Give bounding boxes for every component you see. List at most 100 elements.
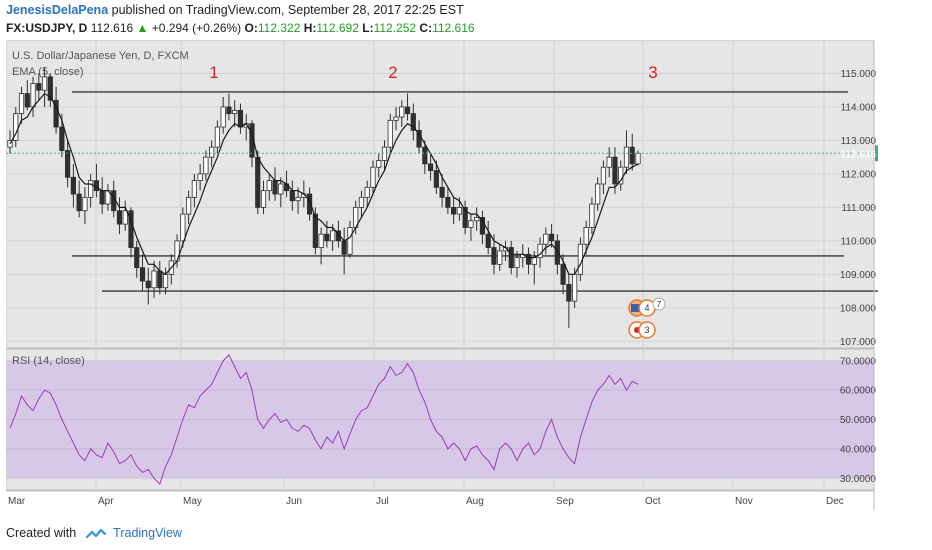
candle (566, 274, 572, 328)
candle-down (410, 113, 416, 131)
author-link[interactable]: JenesisDelaPena (6, 3, 109, 17)
candle-up (191, 180, 197, 198)
candle-up (186, 196, 192, 215)
candle (439, 173, 445, 208)
candle-down (255, 156, 261, 208)
open-label: O: (244, 21, 258, 35)
candle (589, 197, 595, 235)
candle (197, 163, 203, 191)
candle (151, 260, 157, 298)
rsi-tick-label: 70.0000 (840, 356, 877, 367)
candle (278, 177, 284, 208)
candle-up (260, 190, 267, 208)
price-tick-label: 110.000 (841, 236, 877, 247)
time-tick-label: Jun (286, 496, 302, 507)
candle (330, 224, 336, 251)
candle-up (572, 273, 578, 302)
candle-up (209, 146, 215, 158)
candle (410, 103, 416, 141)
candle-up (376, 160, 382, 168)
wave-label-3: 3 (648, 63, 657, 82)
price-tick-label: 111.000 (841, 203, 876, 214)
candle-down (548, 233, 555, 242)
candle (422, 140, 428, 174)
candle (393, 106, 399, 131)
candle-up (514, 257, 520, 269)
candle-down (404, 106, 411, 115)
candle-up (18, 93, 25, 115)
candle-down (312, 213, 318, 248)
candle (427, 153, 434, 181)
horizontal-levels[interactable] (72, 91, 878, 292)
candle-down (76, 193, 82, 212)
candle-down (93, 180, 100, 192)
low-label: L: (362, 21, 374, 35)
candle-down (485, 233, 491, 248)
candle-down (226, 106, 232, 115)
candle-down (324, 233, 330, 242)
candle-up (88, 180, 94, 198)
event-icons[interactable]: 4 7 3 (628, 297, 666, 339)
event-count-bubble[interactable] (638, 321, 656, 339)
candles (7, 66, 641, 328)
candle (226, 93, 232, 121)
candle-up (595, 183, 601, 205)
candle (347, 220, 353, 258)
candle-up (623, 146, 630, 168)
candle-down (462, 206, 468, 228)
time-tick-label: Sep (556, 496, 574, 507)
price-tick-label: 107.000 (840, 337, 877, 348)
event-count-label: 4 (644, 303, 649, 313)
change-value: +0.294 (+0.26%) (151, 21, 242, 35)
candle-up (606, 156, 612, 168)
candle-down (47, 76, 53, 101)
time-tick-label: Jul (376, 496, 389, 507)
time-tick-label: Dec (826, 496, 844, 507)
created-with-text: Created with (6, 526, 77, 540)
time-tick-label: Mar (8, 496, 26, 507)
candle (76, 180, 82, 218)
low-value: 112.252 (373, 21, 417, 35)
event-count-bubble[interactable] (652, 297, 666, 311)
candle-down (145, 280, 151, 289)
candle (451, 197, 457, 225)
price-panel-title: U.S. Dollar/Japanese Yen, D, FXCM (12, 50, 189, 62)
chart-area[interactable]: 115.000 114.000 113.000 112.000 111.000 110.0… (5, 39, 932, 512)
candle (128, 207, 134, 258)
candle-up (197, 173, 203, 182)
event-count-label: 3 (644, 325, 649, 335)
candle-down (36, 83, 42, 91)
candle (404, 93, 411, 121)
candle-down (554, 240, 560, 265)
candle-up (30, 83, 36, 108)
candle-down (65, 150, 71, 178)
candle (214, 120, 221, 154)
price-tick-label: 114.000 (841, 102, 877, 113)
candle-up (13, 113, 19, 141)
candle (468, 214, 474, 241)
candle (554, 234, 560, 275)
candle-down (134, 247, 140, 269)
event-icon-jp[interactable]: 3 (628, 321, 656, 339)
tradingview-brand[interactable]: TradingView (113, 526, 182, 540)
candle (416, 120, 422, 154)
footer: Created with TradingView (6, 526, 182, 540)
candle-up (635, 152, 641, 165)
rsi-grid (6, 360, 874, 479)
candle (629, 133, 635, 171)
candle-down (525, 253, 532, 265)
candle (318, 227, 324, 265)
candle-up (381, 146, 388, 161)
candle-down (629, 146, 635, 165)
candle (312, 207, 318, 255)
candle (600, 160, 607, 194)
candle (612, 147, 618, 194)
candle-down (157, 270, 163, 289)
price-tick-label: 108.000 (840, 303, 877, 314)
chart-svg[interactable]: 115.000 114.000 113.000 112.000 111.000 110.0… (5, 39, 932, 512)
candle-up (278, 183, 284, 195)
price-tick-label: 115.000 (841, 69, 877, 80)
candle-up (214, 126, 221, 148)
time-tick-label: May (183, 496, 202, 507)
